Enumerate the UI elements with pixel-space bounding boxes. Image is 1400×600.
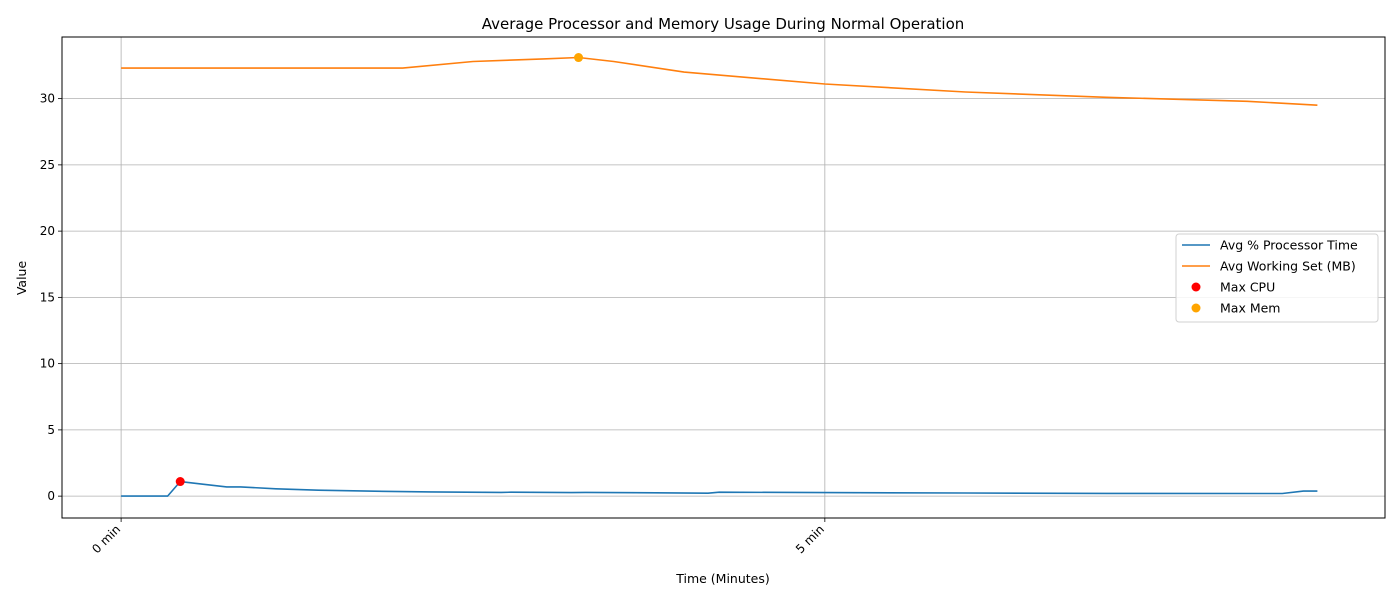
marker-point-1 xyxy=(574,53,584,63)
legend-marker-swatch xyxy=(1191,303,1201,313)
legend-label: Avg % Processor Time xyxy=(1220,238,1358,253)
y-tick-label: 5 xyxy=(47,423,55,437)
axes-frame xyxy=(61,36,1386,519)
legend: Avg % Processor Time Avg Working Set (MB)… xyxy=(1175,233,1379,323)
x-tick-label: 0 min xyxy=(89,522,123,556)
series-line-1 xyxy=(121,56,1318,106)
grid xyxy=(62,37,1385,518)
ticks: 0 5 10 15 20 25 30 0 min 5 min xyxy=(40,92,827,557)
chart-title: Average Processor and Memory Usage Durin… xyxy=(482,15,965,33)
legend-label: Max Mem xyxy=(1220,301,1280,316)
series-line-0 xyxy=(121,480,1318,497)
legend-marker-swatch xyxy=(1191,282,1201,292)
x-tick-label: 5 min xyxy=(793,522,827,556)
x-axis-label: Time (Minutes) xyxy=(675,571,770,586)
legend-box xyxy=(1175,233,1379,323)
y-tick-label: 20 xyxy=(40,224,55,238)
legend-label: Max CPU xyxy=(1220,280,1275,295)
y-tick-label: 0 xyxy=(47,489,55,503)
y-tick-label: 10 xyxy=(40,357,55,371)
y-tick-label: 25 xyxy=(40,158,55,172)
y-axis-label: Value xyxy=(14,261,29,296)
y-tick-label: 30 xyxy=(40,92,55,106)
legend-label: Avg Working Set (MB) xyxy=(1220,259,1356,274)
y-tick-label: 15 xyxy=(40,290,55,304)
marker-point-0 xyxy=(175,477,185,487)
plot-area xyxy=(121,53,1318,497)
